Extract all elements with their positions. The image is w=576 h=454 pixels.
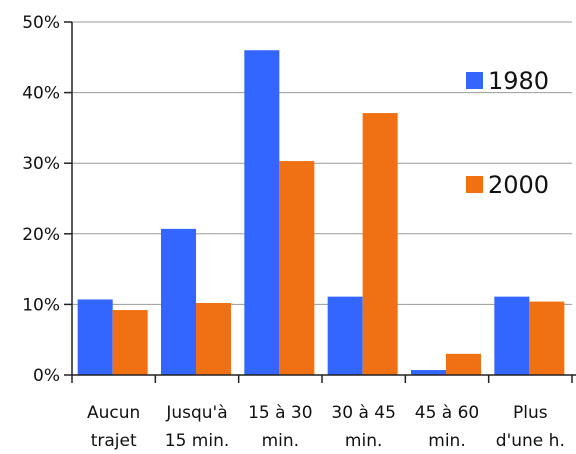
legend-swatch-1980	[466, 72, 483, 89]
x-category-label: d'une h.	[496, 431, 565, 451]
x-category-label: Plus	[513, 403, 548, 423]
bar-1980-0	[77, 299, 113, 375]
bar-1980-1	[161, 228, 196, 375]
axes	[64, 21, 576, 383]
x-category-label: 45 à 60	[415, 403, 480, 423]
x-category-label: Jusqu'à	[165, 403, 227, 423]
x-category-label: Aucun	[87, 403, 140, 423]
y-tick-label: 40%	[22, 84, 60, 104]
y-tick-label: 10%	[22, 295, 60, 315]
x-category-label: min.	[262, 431, 299, 451]
bar-2000-0	[112, 310, 148, 375]
bar-1980-3	[327, 296, 363, 375]
gridlines	[72, 21, 572, 305]
legend: 1980 2000	[466, 67, 549, 199]
y-tick-label: 30%	[22, 154, 60, 174]
y-tick-label: 20%	[22, 225, 60, 245]
bar-2000-4	[446, 353, 481, 375]
y-tick-label: 0%	[33, 366, 60, 386]
y-tick-label: 50%	[22, 13, 60, 33]
bar-2000-2	[279, 161, 315, 375]
x-category-label: min.	[428, 431, 465, 451]
bars	[77, 50, 565, 376]
bar-2000-5	[529, 301, 565, 375]
x-category-label: 15 min.	[165, 431, 230, 451]
bar-1980-4	[411, 370, 446, 375]
x-category-label: 30 à 45	[331, 403, 396, 423]
bar-1980-5	[494, 296, 530, 375]
bar-2000-3	[362, 113, 398, 375]
x-category-label: trajet	[91, 431, 137, 451]
bar-2000-1	[196, 302, 231, 375]
legend-label: 2000	[488, 171, 549, 199]
bar-1980-2	[244, 50, 280, 376]
x-axis-category-labels: Aucun trajet Jusqu'à 15 min. 15 à 30 min. 30 à…	[87, 403, 565, 451]
x-category-label: min.	[345, 431, 382, 451]
x-category-label: 15 à 30	[248, 403, 313, 423]
y-axis-tick-labels: 0% 10% 20% 30% 40% 50%	[22, 13, 60, 386]
legend-label: 1980	[488, 67, 549, 95]
legend-swatch-2000	[466, 176, 483, 193]
